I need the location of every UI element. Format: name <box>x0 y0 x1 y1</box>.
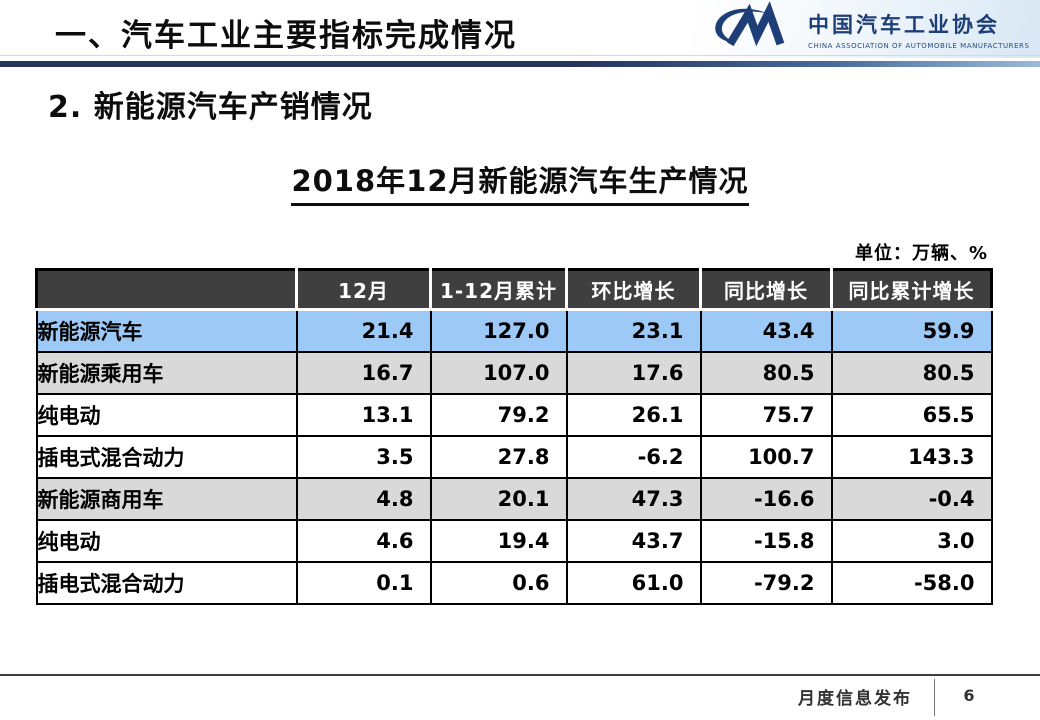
footer-divider <box>934 679 935 716</box>
cell-value: 127.0 <box>429 308 568 353</box>
column-header-yoy: 同比增长 <box>699 268 833 311</box>
table-header: 12月 1-12月累计 环比增长 同比增长 同比累计增长 <box>35 268 993 311</box>
caam-logo-icon <box>706 1 798 57</box>
cell-value: 43.7 <box>565 519 702 563</box>
cell-value: 61.0 <box>565 561 702 605</box>
cell-value: 0.1 <box>295 561 432 605</box>
column-header-yoyytd: 同比累计增长 <box>830 268 993 311</box>
footer-label: 月度信息发布 <box>798 689 912 709</box>
table-title-wrap: 2018年12月新能源汽车生产情况 <box>0 158 1040 206</box>
page-number: 6 <box>963 686 975 705</box>
cell-value: 0.6 <box>429 561 568 605</box>
column-header-blank <box>35 268 298 311</box>
cell-value: -6.2 <box>565 435 702 479</box>
org-name-en: CHINA ASSOCIATION OF AUTOMOBILE MANUFACT… <box>808 41 1030 50</box>
row-label: 纯电动 <box>35 519 298 563</box>
cell-value: 19.4 <box>429 519 568 563</box>
cell-value: 79.2 <box>429 393 568 437</box>
unit-note: 单位：万辆、% <box>854 243 988 264</box>
table-row: 插电式混合动力 0.1 0.6 61.0 -79.2 -58.0 <box>35 561 993 605</box>
cell-value: 20.1 <box>429 477 568 521</box>
cell-value: 65.5 <box>830 393 993 437</box>
cell-value: -15.8 <box>699 519 833 563</box>
column-header-month: 12月 <box>295 268 432 311</box>
column-header-ytd: 1-12月累计 <box>429 268 568 311</box>
cell-value: 17.6 <box>565 351 702 395</box>
cell-value: 21.4 <box>295 308 432 353</box>
table-header-row: 12月 1-12月累计 环比增长 同比增长 同比累计增长 <box>35 268 993 311</box>
table-row: 新能源商用车 4.8 20.1 47.3 -16.6 -0.4 <box>35 477 993 521</box>
row-label: 插电式混合动力 <box>35 561 298 605</box>
footer-line <box>0 674 1040 676</box>
table-title: 2018年12月新能源汽车生产情况 <box>291 158 749 206</box>
cell-value: -58.0 <box>830 561 993 605</box>
row-label: 新能源汽车 <box>35 308 298 353</box>
row-label: 纯电动 <box>35 393 298 437</box>
cell-value: 80.5 <box>699 351 833 395</box>
cell-value: -16.6 <box>699 477 833 521</box>
table-row: 插电式混合动力 3.5 27.8 -6.2 100.7 143.3 <box>35 435 993 479</box>
table-body: 新能源汽车 21.4 127.0 23.1 43.4 59.9 新能源乘用车 16.7 107.… <box>35 308 993 605</box>
production-table: 12月 1-12月累计 环比增长 同比增长 同比累计增长 新能源汽车 21.4 12… <box>35 268 993 605</box>
cell-value: 80.5 <box>830 351 993 395</box>
cell-value: 100.7 <box>699 435 833 479</box>
row-label: 新能源商用车 <box>35 477 298 521</box>
cell-value: 4.8 <box>295 477 432 521</box>
column-header-mom: 环比增长 <box>565 268 702 311</box>
cell-value: 43.4 <box>699 308 833 353</box>
header-gradient-bar <box>0 61 1040 67</box>
row-label: 插电式混合动力 <box>35 435 298 479</box>
header-rule <box>0 55 1040 56</box>
cell-value: 4.6 <box>295 519 432 563</box>
cell-value: 23.1 <box>565 308 702 353</box>
table-row: 纯电动 13.1 79.2 26.1 75.7 65.5 <box>35 393 993 437</box>
row-label: 新能源乘用车 <box>35 351 298 395</box>
cell-value: -79.2 <box>699 561 833 605</box>
cell-value: 47.3 <box>565 477 702 521</box>
cell-value: 107.0 <box>429 351 568 395</box>
cell-value: -0.4 <box>830 477 993 521</box>
table-row: 纯电动 4.6 19.4 43.7 -15.8 3.0 <box>35 519 993 563</box>
cell-value: 75.7 <box>699 393 833 437</box>
slide-title: 一、汽车工业主要指标完成情况 <box>55 18 517 54</box>
cell-value: 59.9 <box>830 308 993 353</box>
org-logo: 中国汽车工业协会 CHINA ASSOCIATION OF AUTOMOBILE… <box>690 0 1040 58</box>
section-title: 2. 新能源汽车产销情况 <box>48 90 373 125</box>
cell-value: 26.1 <box>565 393 702 437</box>
cell-value: 16.7 <box>295 351 432 395</box>
table-row: 新能源乘用车 16.7 107.0 17.6 80.5 80.5 <box>35 351 993 395</box>
org-name-cn: 中国汽车工业协会 <box>808 12 1000 37</box>
cell-value: 143.3 <box>830 435 993 479</box>
cell-value: 3.0 <box>830 519 993 563</box>
cell-value: 3.5 <box>295 435 432 479</box>
cell-value: 13.1 <box>295 393 432 437</box>
cell-value: 27.8 <box>429 435 568 479</box>
table-row: 新能源汽车 21.4 127.0 23.1 43.4 59.9 <box>35 308 993 353</box>
